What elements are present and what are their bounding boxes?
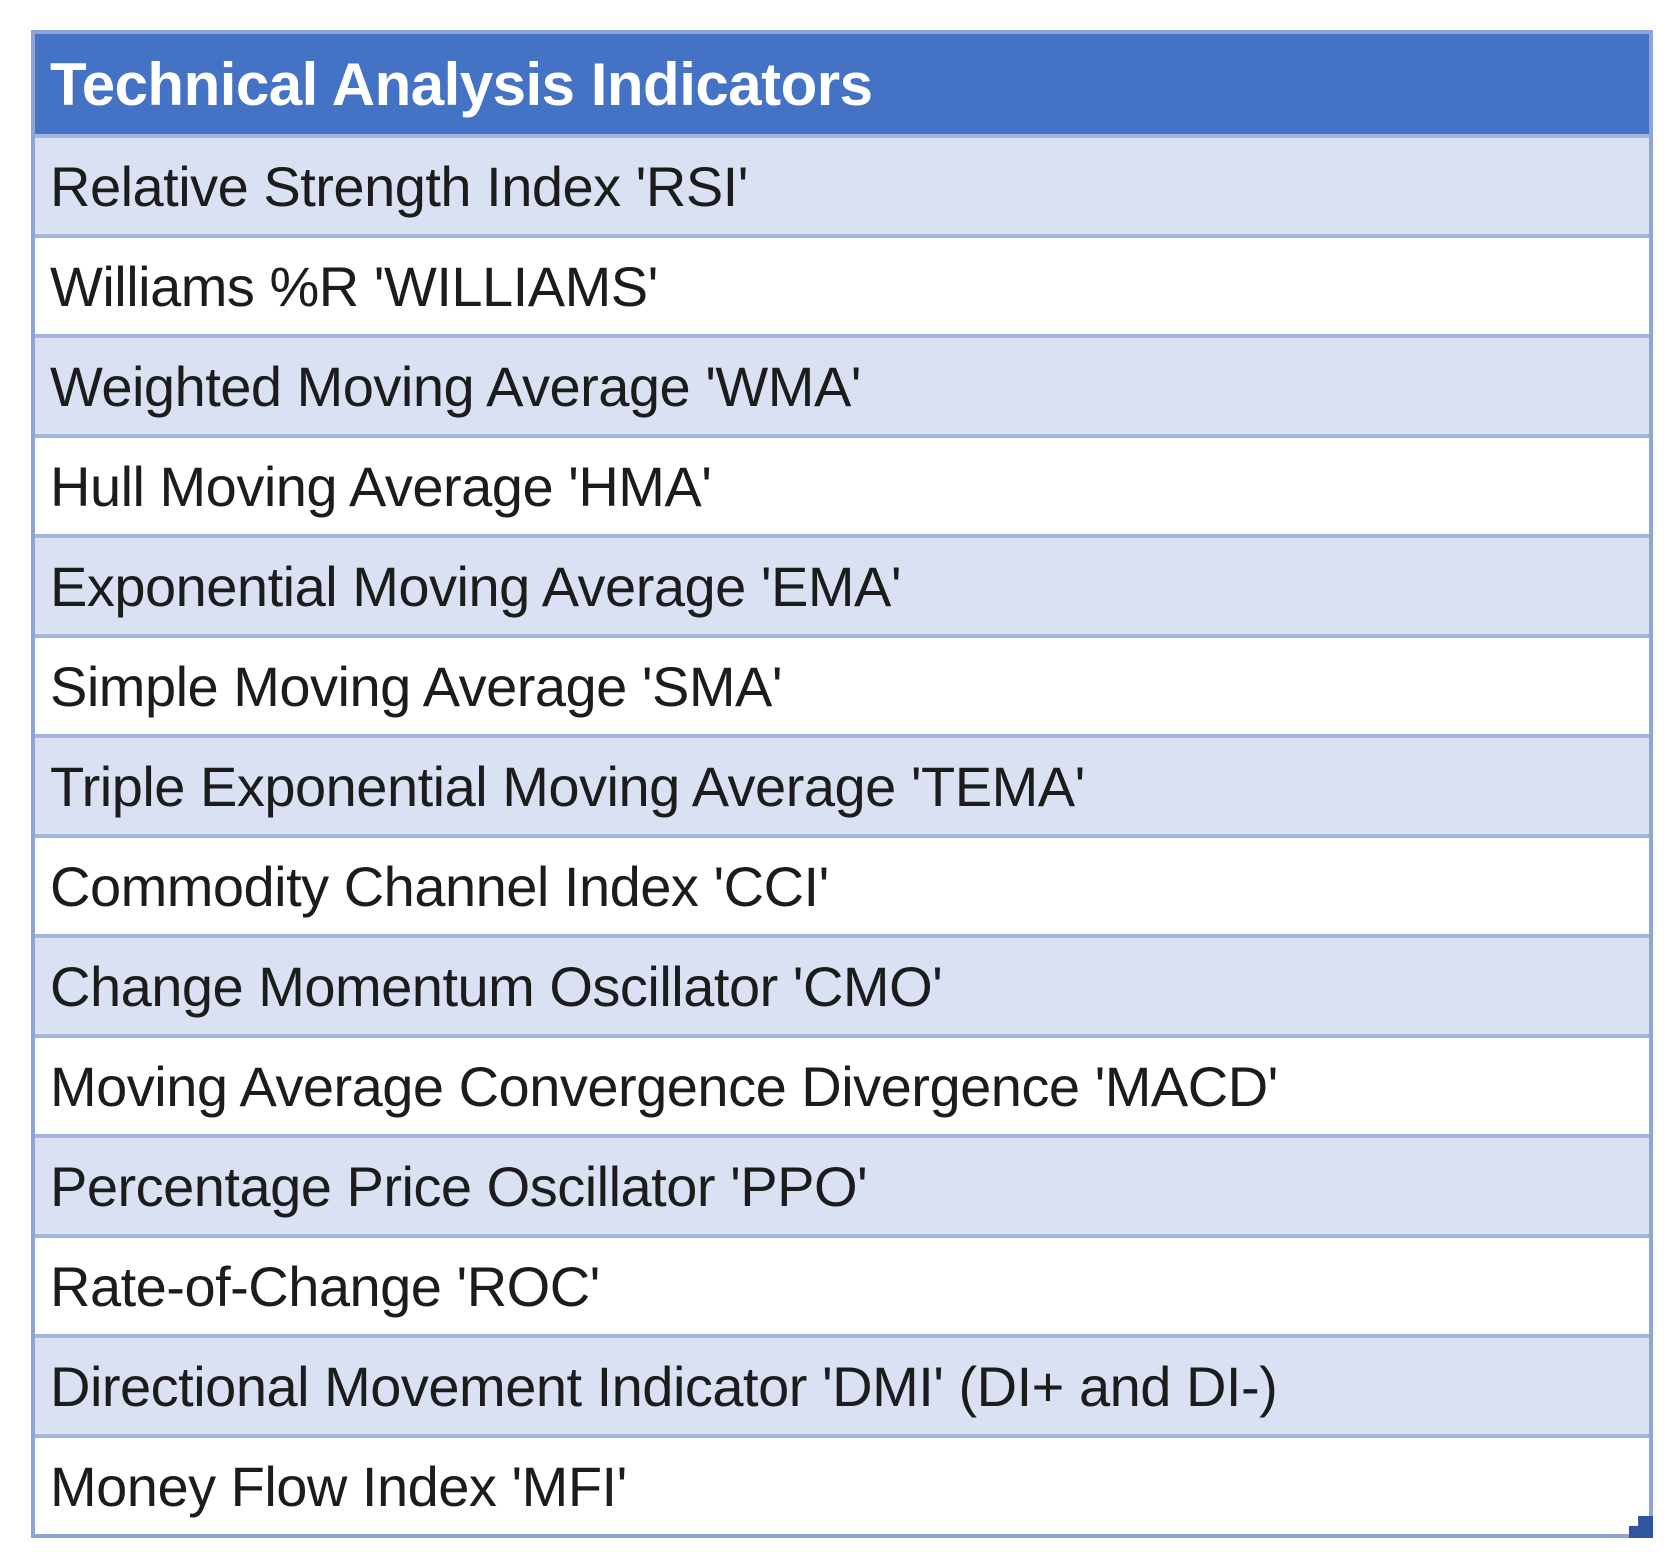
table-header-cell[interactable]: Technical Analysis Indicators — [35, 34, 1649, 134]
table-row[interactable]: Exponential Moving Average 'EMA' — [35, 534, 1649, 634]
table-row[interactable]: Hull Moving Average 'HMA' — [35, 434, 1649, 534]
indicator-label: Commodity Channel Index 'CCI' — [50, 854, 829, 918]
indicator-label: Exponential Moving Average 'EMA' — [50, 554, 902, 618]
table-title: Technical Analysis Indicators — [50, 50, 873, 118]
indicator-label: Money Flow Index 'MFI' — [50, 1454, 627, 1518]
indicator-label: Triple Exponential Moving Average 'TEMA' — [50, 754, 1085, 818]
indicator-label: Simple Moving Average 'SMA' — [50, 654, 783, 718]
table-row[interactable]: Commodity Channel Index 'CCI' — [35, 834, 1649, 934]
indicator-label: Moving Average Convergence Divergence 'M… — [50, 1054, 1278, 1118]
table-row[interactable]: Money Flow Index 'MFI' — [35, 1434, 1649, 1534]
table-row[interactable]: Williams %R 'WILLIAMS' — [35, 234, 1649, 334]
table-row[interactable]: Triple Exponential Moving Average 'TEMA' — [35, 734, 1649, 834]
indicator-label: Hull Moving Average 'HMA' — [50, 454, 712, 518]
table-row[interactable]: Moving Average Convergence Divergence 'M… — [35, 1034, 1649, 1134]
table-row[interactable]: Directional Movement Indicator 'DMI' (DI… — [35, 1334, 1649, 1434]
indicator-label: Change Momentum Oscillator 'CMO' — [50, 954, 943, 1018]
table-row[interactable]: Change Momentum Oscillator 'CMO' — [35, 934, 1649, 1034]
indicator-label: Directional Movement Indicator 'DMI' (DI… — [50, 1354, 1278, 1418]
indicator-label: Rate-of-Change 'ROC' — [50, 1254, 600, 1318]
indicator-label: Williams %R 'WILLIAMS' — [50, 254, 658, 318]
table-row[interactable]: Percentage Price Oscillator 'PPO' — [35, 1134, 1649, 1234]
table-row[interactable]: Relative Strength Index 'RSI' — [35, 134, 1649, 234]
table-row[interactable]: Simple Moving Average 'SMA' — [35, 634, 1649, 734]
indicator-label: Weighted Moving Average 'WMA' — [50, 354, 861, 418]
indicators-table: Technical Analysis Indicators Relative S… — [31, 30, 1653, 1538]
table-row[interactable]: Rate-of-Change 'ROC' — [35, 1234, 1649, 1334]
indicator-label: Percentage Price Oscillator 'PPO' — [50, 1154, 868, 1218]
table-row[interactable]: Weighted Moving Average 'WMA' — [35, 334, 1649, 434]
indicator-label: Relative Strength Index 'RSI' — [50, 154, 748, 218]
